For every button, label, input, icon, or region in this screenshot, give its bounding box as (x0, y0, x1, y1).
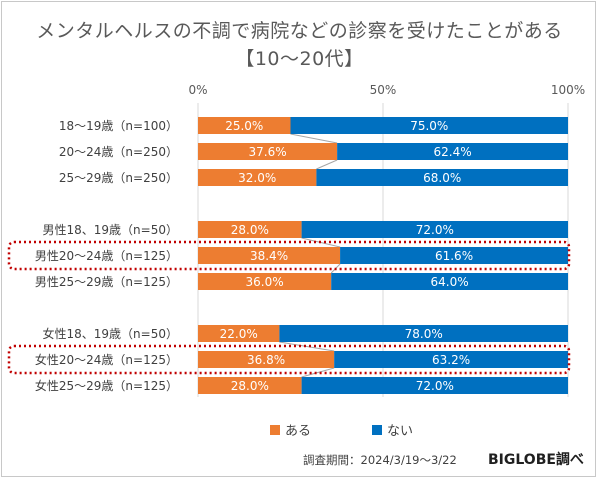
series-connector (316, 159, 338, 170)
data-label-aru: 37.6% (248, 145, 286, 159)
data-label-nai: 68.0% (423, 171, 461, 185)
bar-aru (198, 143, 338, 160)
bar-nai (334, 351, 568, 368)
bar-nai (337, 143, 568, 160)
chart-subtitle: 【10～20代】 (235, 48, 364, 70)
bar-aru (198, 351, 335, 368)
category-label: 男性20～24歳（n=125） (35, 249, 178, 263)
data-label-aru: 22.0% (220, 327, 258, 341)
data-label-aru: 36.0% (246, 275, 284, 289)
series-connector (301, 367, 335, 378)
category-label: 女性18、19歳（n=50） (43, 326, 178, 341)
data-label-aru: 28.0% (231, 379, 269, 393)
x-tick-label: 100% (551, 83, 585, 97)
bar-nai (340, 247, 568, 264)
category-label: 25～29歳（n=250） (59, 171, 178, 185)
data-label-nai: 72.0% (416, 379, 454, 393)
bar-aru (198, 117, 291, 134)
chart-title: メンタルヘルスの不調で病院などの診察を受けたことがある (36, 20, 563, 42)
brand-label: BIGLOBE調べ (488, 452, 584, 468)
bar-aru (198, 221, 302, 238)
legend-swatch (372, 425, 382, 435)
series-connector (279, 341, 335, 352)
series-connector (290, 133, 338, 144)
bar-aru (198, 247, 341, 264)
data-label-nai: 72.0% (416, 223, 454, 237)
highlight-box (7, 344, 571, 375)
data-label-aru: 25.0% (225, 119, 263, 133)
legend-label: ない (387, 424, 413, 439)
bar-nai (290, 117, 568, 134)
category-label: 男性25～29歳（n=125） (35, 275, 178, 289)
highlight-box (7, 240, 571, 271)
category-label: 男性18、19歳（n=50） (43, 223, 178, 237)
x-tick-label: 50% (370, 83, 397, 97)
data-label-aru: 36.8% (247, 353, 285, 367)
bar-aru (198, 325, 280, 342)
data-label-nai: 75.0% (410, 119, 448, 133)
data-label-aru: 38.4% (250, 249, 288, 263)
data-label-nai: 78.0% (405, 327, 443, 341)
bar-nai (316, 169, 568, 186)
legend-swatch (270, 425, 280, 435)
category-label: 女性20～24歳（n=125） (35, 352, 178, 367)
data-label-nai: 64.0% (431, 275, 469, 289)
bar-aru (198, 377, 302, 394)
bar-nai (331, 273, 568, 290)
bar-aru (198, 273, 332, 290)
bar-nai (301, 377, 568, 394)
data-label-aru: 32.0% (238, 171, 276, 185)
legend-label: ある (285, 424, 311, 439)
x-tick-label: 0% (188, 83, 207, 97)
data-label-nai: 62.4% (433, 145, 471, 159)
data-label-aru: 28.0% (231, 223, 269, 237)
bar-aru (198, 169, 317, 186)
bar-nai (279, 325, 568, 342)
survey-period: 調査期間：2024/3/19～3/22 (303, 453, 457, 467)
category-label: 20～24歳（n=250） (59, 145, 178, 159)
data-label-nai: 63.2% (432, 353, 470, 367)
bar-nai (301, 221, 568, 238)
category-label: 18～19歳（n=100） (59, 119, 178, 133)
category-label: 女性25～29歳（n=125） (35, 378, 178, 393)
data-label-nai: 61.6% (435, 249, 473, 263)
